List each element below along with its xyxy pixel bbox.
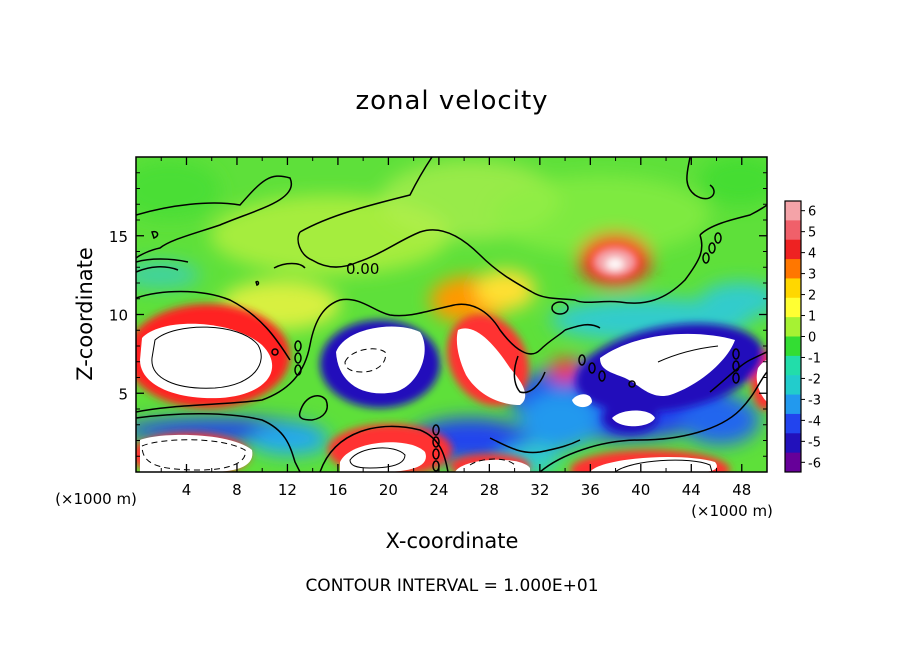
colorbar-swatch [785, 220, 801, 241]
colorbar-tick-label: 2 [808, 289, 816, 304]
y-axis: 5 10 15 [109, 172, 767, 457]
colorbar-tick-label: 3 [808, 268, 816, 283]
x-axis-label: X-coordinate [386, 529, 519, 553]
heatmap-field [136, 157, 767, 472]
y-axis-label: Z-coordinate [73, 247, 97, 381]
y-axis-unit-label: (×1000 m) [55, 490, 137, 508]
colorbar-swatch [785, 317, 801, 337]
colorbar-tick-label: 0 [808, 331, 816, 346]
x-tick-label: 28 [480, 481, 499, 499]
colorbar-tick-label: -3 [808, 393, 821, 408]
colorbar-tick-label: -6 [808, 456, 821, 471]
contour-interval-text: CONTOUR INTERVAL = 1.000E+01 [305, 576, 599, 596]
y-tick-label: 5 [118, 385, 128, 403]
x-tick-label: 4 [182, 481, 192, 499]
colorbar-tick-label: 1 [808, 310, 816, 325]
colorbar-swatch [785, 355, 801, 376]
x-axis: 4 8 12 16 20 24 28 32 36 40 44 48 [160, 157, 751, 499]
colorbar-tick-label: -1 [808, 351, 821, 366]
colorbar-tick-label: -5 [808, 435, 821, 450]
colorbar-swatch [785, 278, 801, 299]
colorbar-tick-label: 4 [808, 247, 816, 262]
x-tick-label: 20 [379, 481, 398, 499]
colorbar-swatch [785, 394, 801, 415]
x-tick-label: 16 [328, 481, 347, 499]
x-tick-label: 44 [682, 481, 701, 499]
x-tick-label: 36 [581, 481, 600, 499]
colorbar-swatch [785, 297, 801, 318]
chart-title: zonal velocity [355, 86, 549, 116]
x-axis-unit-label: (×1000 m) [691, 502, 773, 520]
x-tick-label: 24 [429, 481, 448, 499]
contour-value-label: 0.00 [346, 260, 379, 278]
colorbar-swatch [785, 336, 801, 357]
x-tick-label: 40 [631, 481, 650, 499]
colorbar-tick-label: 6 [808, 205, 816, 220]
colorbar-swatch [785, 452, 801, 473]
colorbar-tick-label: 5 [808, 226, 816, 241]
x-tick-label: 12 [278, 481, 297, 499]
x-tick-label: 32 [530, 481, 549, 499]
x-tick-label: 8 [232, 481, 242, 499]
colorbar-tick-label: -2 [808, 372, 821, 387]
colorbar-swatch [785, 375, 801, 396]
colorbar-tick-label: -4 [808, 414, 821, 429]
colorbar-swatch [785, 201, 801, 221]
x-tick-label: 48 [732, 481, 751, 499]
y-tick-label: 15 [109, 228, 128, 246]
y-tick-label: 10 [109, 307, 128, 325]
colorbar-swatch [785, 413, 801, 434]
colorbar-swatch [785, 239, 801, 260]
colorbar-swatch [785, 433, 801, 454]
colorbar: 6 5 4 3 2 1 0 -1 -2 -3 -4 -5 -6 [784, 200, 821, 473]
colorbar-swatch [785, 259, 801, 279]
contour-lines [136, 157, 767, 472]
